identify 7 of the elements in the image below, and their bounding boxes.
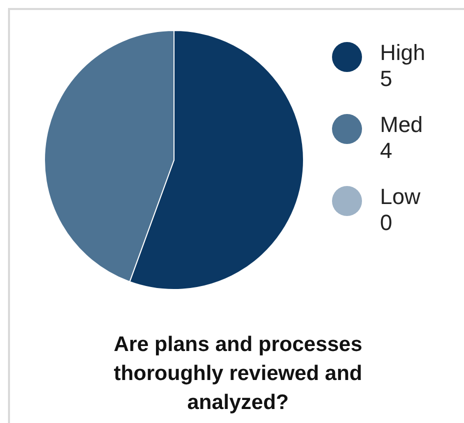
legend-label: High: [380, 40, 426, 66]
data-label: 4: [380, 138, 394, 164]
data-label: 5: [380, 66, 394, 92]
text: Are plans and processes thoroughly reviewed and analyzed?: [112, 332, 364, 416]
legend-label: Med: [380, 112, 423, 138]
legend-label: Low: [380, 184, 420, 210]
text: 0: [380, 210, 392, 235]
